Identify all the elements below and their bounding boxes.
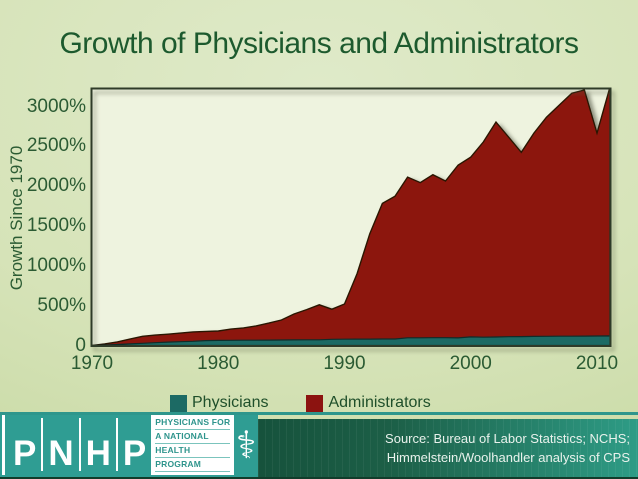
pnhp-name-line: A NATIONAL: [155, 431, 231, 444]
caduceus-icon: ⚕: [235, 422, 257, 467]
y-tick-label: 1500%: [26, 215, 86, 237]
x-tick-label: 1970: [70, 353, 114, 374]
pnhp-name-line: PROGRAM: [155, 459, 231, 472]
chart-legend: Physicians Administrators: [170, 394, 431, 412]
logo-left-bar: [2, 414, 5, 475]
legend-item-physicians: Physicians: [170, 394, 268, 412]
y-tick-label: 0: [75, 335, 86, 356]
y-tick-label: 2500%: [26, 135, 86, 157]
pnhp-letter: P: [115, 418, 151, 471]
y-tick-label: 2000%: [26, 175, 86, 197]
pnhp-letter: H: [78, 418, 116, 471]
x-tick-label: 2010: [575, 353, 619, 374]
x-tick-label: 1980: [197, 353, 240, 374]
administrators-area: [92, 89, 610, 346]
pnhp-letter: N: [41, 418, 78, 471]
pnhp-name-box: PHYSICIANS FOR A NATIONAL HEALTH PROGRAM: [151, 414, 235, 475]
administrators-swatch-icon: [306, 394, 324, 412]
page-title: Growth of Physicians and Administrators: [59, 27, 579, 60]
plot-frame: [90, 87, 612, 347]
source-bar: Source: Bureau of Labor Statistics; NCHS…: [258, 419, 638, 477]
pnhp-name-line: PHYSICIANS FOR: [155, 417, 231, 430]
pnhp-letter: P: [12, 433, 37, 473]
y-tick-label: 1000%: [26, 255, 86, 277]
physicians-area: [92, 335, 610, 346]
x-tick-label: 1990: [323, 353, 366, 374]
pnhp-name-line: HEALTH: [155, 445, 231, 458]
legend-label-administrators: Administrators: [328, 394, 431, 411]
source-line-2: Himmelstein/Woolhandler analysis of CPS: [386, 450, 630, 465]
plot-background: [91, 88, 611, 346]
source-line-1: Source: Bureau of Labor Statistics; NCHS…: [385, 431, 630, 446]
x-tick-label: 2000: [449, 353, 492, 374]
physicians-swatch-icon: [170, 394, 187, 412]
legend-label-physicians: Physicians: [192, 394, 269, 411]
y-tick-label: 500%: [37, 295, 86, 317]
y-tick-label: 3000%: [26, 95, 86, 117]
legend-item-administrators: Administrators: [306, 394, 431, 412]
